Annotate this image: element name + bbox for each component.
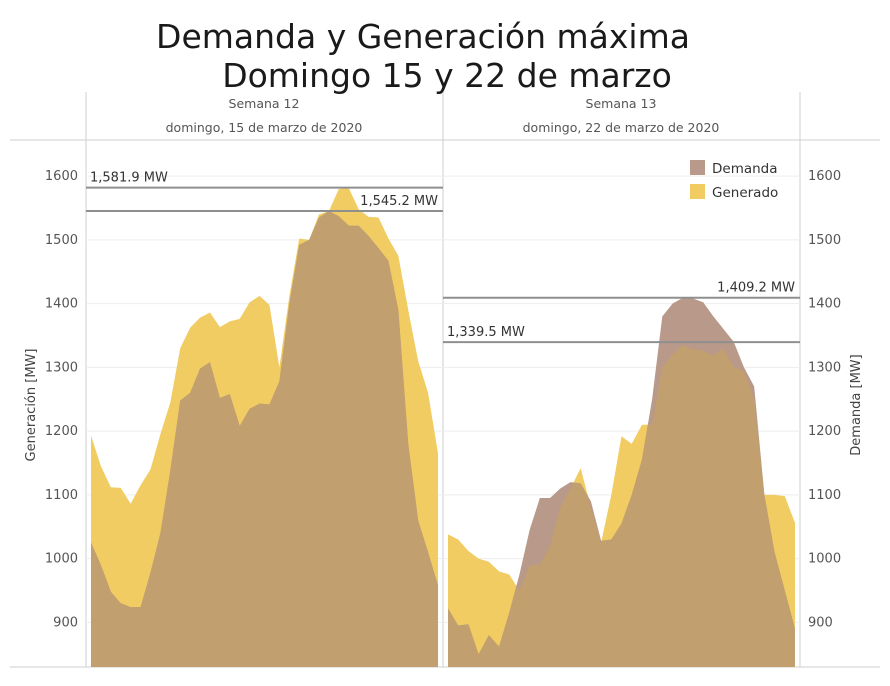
y-tick-right-1600: 1600 [808,169,841,184]
y-tick-left-1200: 1200 [45,424,78,439]
chart-title: Demanda y Generación máxima [156,17,690,56]
y-tick-left-1000: 1000 [45,552,78,567]
y-tick-right-1000: 1000 [808,552,841,567]
panel-2-week: Semana 13 [586,96,657,111]
ref-label-panel-2-1: 1,409.2 MW [717,281,795,296]
y-tick-left-1400: 1400 [45,297,78,312]
area-overlap-panel-2 [448,345,795,667]
y-axis-right-ticks: 900 1000 1100 1200 1300 1400 1500 1600 [808,169,841,630]
y-tick-right-1100: 1100 [808,488,841,503]
y-tick-left-1500: 1500 [45,233,78,248]
y-tick-right-1200: 1200 [808,424,841,439]
panel-2-date: domingo, 22 de marzo de 2020 [523,120,720,135]
legend-swatch-demanda [690,160,705,175]
y-tick-right-1400: 1400 [808,297,841,312]
panel-1-week: Semana 12 [229,96,300,111]
y-tick-left-1600: 1600 [45,169,78,184]
panel-1-date: domingo, 15 de marzo de 2020 [166,120,363,135]
legend-label-generado: Generado [712,185,778,201]
series-areas [91,188,795,667]
y-tick-left-900: 900 [53,615,78,630]
legend-swatch-generado [690,184,705,199]
y-tick-left-1100: 1100 [45,488,78,503]
ref-label-panel-1-2: 1,545.2 MW [360,194,438,209]
area-overlap-panel-1 [91,211,438,667]
y-axis-left-label: Generación [MW] [24,349,39,462]
legend: Demanda Generado [690,160,778,201]
ref-label-panel-1-1: 1,581.9 MW [90,171,168,186]
y-axis-left-ticks: 900 1000 1100 1200 1300 1400 1500 1600 [45,169,78,630]
chart-subtitle: Domingo 15 y 22 de marzo [222,56,672,95]
reference-lines: 1,581.9 MW 1,545.2 MW 1,409.2 MW 1,339.5 MW [86,171,800,344]
y-tick-left-1300: 1300 [45,360,78,375]
y-tick-right-1300: 1300 [808,360,841,375]
ref-label-panel-2-2: 1,339.5 MW [447,325,525,340]
y-axis-right-label: Demanda [MW] [849,354,864,455]
y-tick-right-900: 900 [808,615,833,630]
legend-label-demanda: Demanda [712,161,778,177]
y-tick-right-1500: 1500 [808,233,841,248]
